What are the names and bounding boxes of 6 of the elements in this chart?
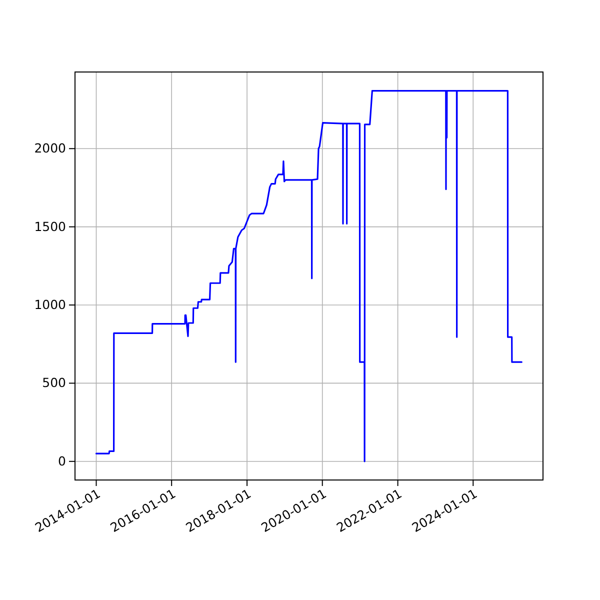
y-tick-label: 2000: [34, 140, 66, 156]
line-series: [95, 90, 522, 462]
y-tick-label: 500: [42, 375, 66, 390]
y-tick-label: 1500: [34, 218, 66, 234]
y-tick-label: 0: [58, 453, 66, 468]
y-tick-label: 1000: [34, 297, 66, 312]
